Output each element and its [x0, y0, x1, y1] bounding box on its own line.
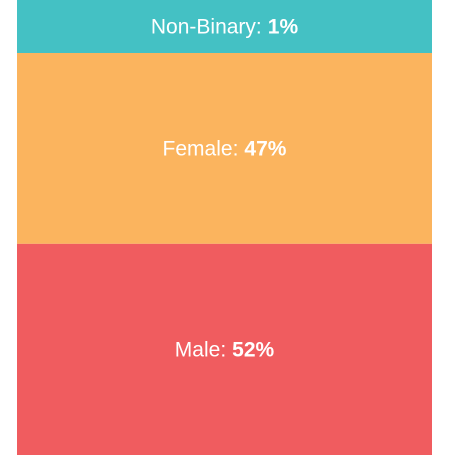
value-label: 52% [232, 338, 274, 361]
segment-label: Non-Binary: 1% [151, 15, 299, 38]
value-label: 1% [268, 15, 299, 38]
segment-label: Male: 52% [175, 338, 275, 361]
segment-label: Female: 47% [163, 137, 287, 160]
segment [17, 53, 432, 244]
segment [17, 243, 432, 455]
category-name: Non-Binary: [151, 15, 262, 38]
value-label: 47% [244, 137, 286, 160]
category-name: Male: [175, 338, 226, 361]
segment [17, 0, 432, 53]
category-name: Female: [163, 137, 239, 160]
